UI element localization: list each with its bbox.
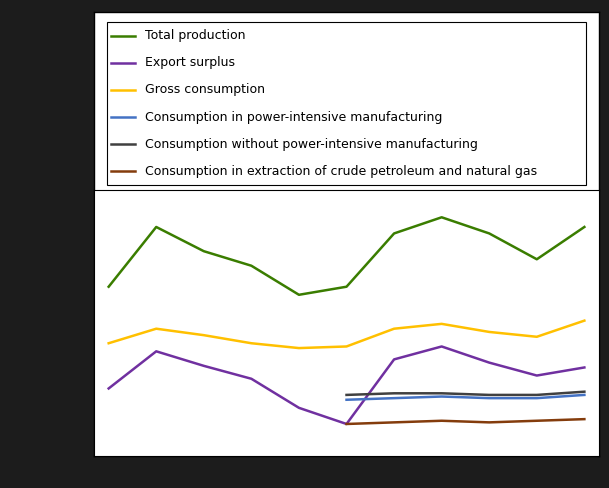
Export surplus	[533, 373, 540, 379]
Gross consumption	[485, 329, 493, 335]
Consumption in extraction of crude petroleum and natural gas	[533, 418, 540, 424]
Consumption in power-intensive manufacturing	[581, 392, 588, 398]
Line: Consumption in extraction of crude petroleum and natural gas: Consumption in extraction of crude petro…	[347, 419, 585, 424]
Consumption in extraction of crude petroleum and natural gas	[438, 418, 445, 424]
Text: Consumption in power-intensive manufacturing: Consumption in power-intensive manufactu…	[145, 111, 442, 123]
Export surplus	[438, 344, 445, 349]
Text: Export surplus: Export surplus	[145, 56, 235, 69]
Total production	[153, 224, 160, 230]
Consumption in extraction of crude petroleum and natural gas	[581, 416, 588, 422]
Gross consumption	[343, 344, 350, 349]
Total production	[295, 292, 303, 298]
Gross consumption	[153, 326, 160, 332]
Total production	[343, 284, 350, 290]
Gross consumption	[200, 332, 208, 338]
Total production	[438, 214, 445, 220]
Consumption without power-intensive manufacturing	[581, 389, 588, 395]
Export surplus	[581, 365, 588, 370]
Gross consumption	[105, 340, 112, 346]
Total production	[485, 230, 493, 236]
Export surplus	[153, 348, 160, 354]
Consumption in extraction of crude petroleum and natural gas	[390, 420, 398, 426]
Total production	[533, 256, 540, 262]
Consumption in power-intensive manufacturing	[533, 395, 540, 401]
Consumption without power-intensive manufacturing	[343, 392, 350, 398]
Export surplus	[200, 363, 208, 369]
Text: Total production: Total production	[145, 29, 245, 42]
Consumption in power-intensive manufacturing	[485, 395, 493, 401]
Consumption in power-intensive manufacturing	[343, 397, 350, 403]
Export surplus	[105, 386, 112, 391]
Gross consumption	[533, 334, 540, 340]
Consumption in power-intensive manufacturing	[438, 394, 445, 400]
Line: Export surplus: Export surplus	[108, 346, 585, 424]
Line: Consumption without power-intensive manufacturing: Consumption without power-intensive manu…	[347, 392, 585, 395]
Total production	[581, 224, 588, 230]
Total production	[390, 230, 398, 236]
Gross consumption	[390, 326, 398, 332]
Export surplus	[295, 405, 303, 411]
Text: Consumption in extraction of crude petroleum and natural gas: Consumption in extraction of crude petro…	[145, 165, 537, 178]
Export surplus	[343, 421, 350, 427]
Export surplus	[485, 360, 493, 366]
Gross consumption	[248, 340, 255, 346]
Text: Consumption without power-intensive manufacturing: Consumption without power-intensive manu…	[145, 138, 478, 151]
Text: Gross consumption: Gross consumption	[145, 83, 265, 96]
Gross consumption	[438, 321, 445, 327]
Line: Total production: Total production	[108, 217, 585, 295]
Consumption without power-intensive manufacturing	[485, 392, 493, 398]
Total production	[248, 263, 255, 269]
Line: Consumption in power-intensive manufacturing: Consumption in power-intensive manufactu…	[347, 395, 585, 400]
Line: Gross consumption: Gross consumption	[108, 321, 585, 348]
Gross consumption	[295, 345, 303, 351]
Total production	[200, 248, 208, 254]
Consumption in extraction of crude petroleum and natural gas	[485, 420, 493, 426]
Consumption in power-intensive manufacturing	[390, 395, 398, 401]
Consumption without power-intensive manufacturing	[438, 390, 445, 396]
Export surplus	[390, 356, 398, 362]
Consumption in extraction of crude petroleum and natural gas	[343, 421, 350, 427]
Consumption without power-intensive manufacturing	[390, 390, 398, 396]
Export surplus	[248, 376, 255, 382]
Consumption without power-intensive manufacturing	[533, 392, 540, 398]
Total production	[105, 284, 112, 290]
Gross consumption	[581, 318, 588, 324]
